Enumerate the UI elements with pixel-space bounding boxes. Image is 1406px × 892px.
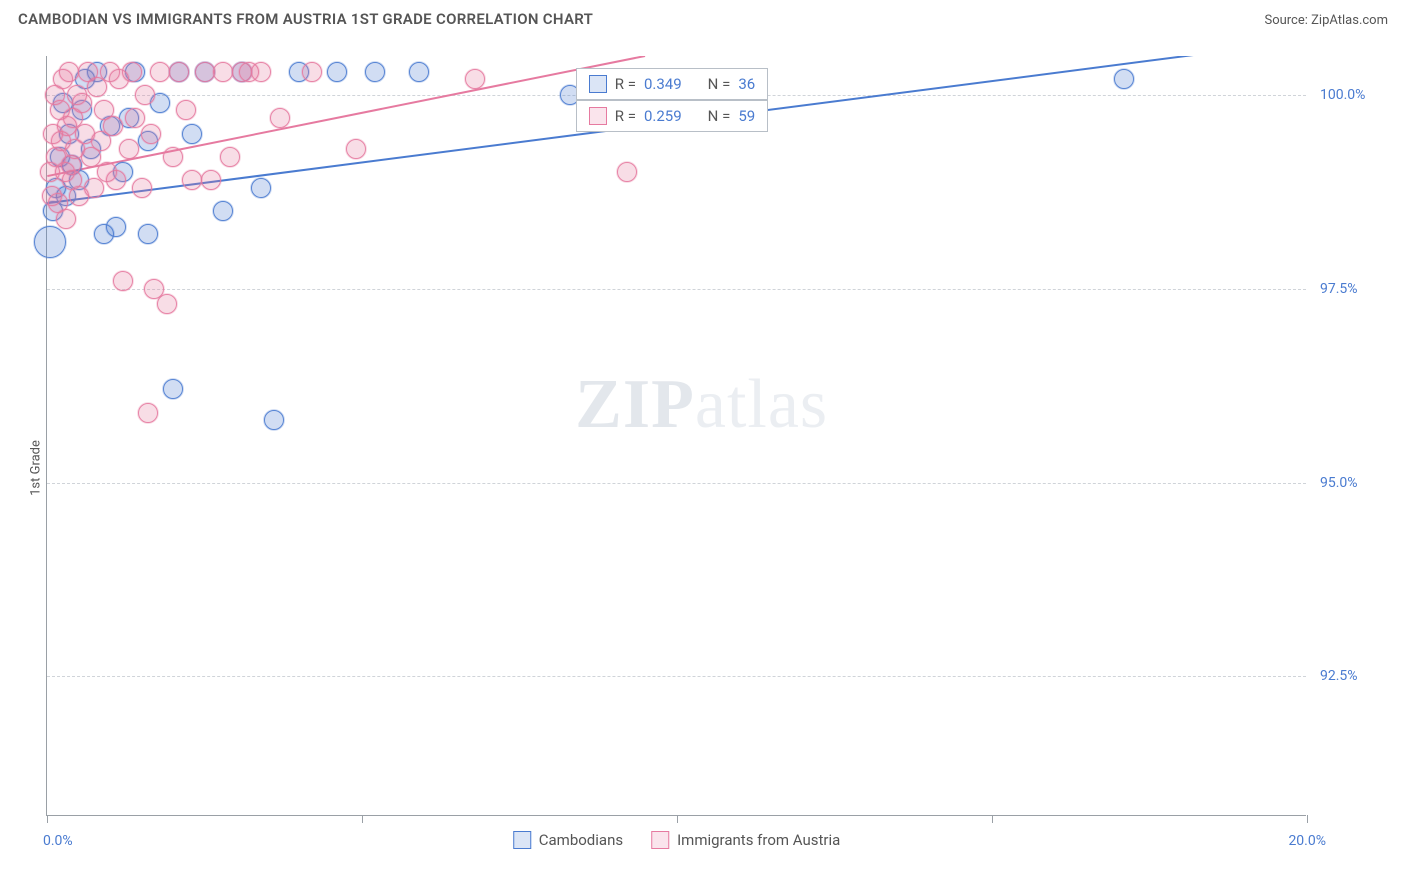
- data-point-ring: [302, 62, 322, 82]
- stat-box: R = 0.259 N = 59: [576, 100, 768, 132]
- data-point-ring: [465, 69, 485, 89]
- data-point-ring: [182, 124, 202, 144]
- data-point-ring: [1114, 69, 1134, 89]
- data-point-ring: [213, 201, 233, 221]
- legend-item: Cambodians: [513, 831, 623, 849]
- legend-item: Immigrants from Austria: [651, 831, 840, 849]
- data-point-ring: [119, 139, 139, 159]
- chart-container: 1st Grade ZIPatlas 100.0%97.5%95.0%92.5%…: [0, 44, 1406, 892]
- data-point-ring: [157, 294, 177, 314]
- stat-n-label: N =: [708, 75, 731, 93]
- data-point-ring: [251, 62, 271, 82]
- y-axis-label: 1st Grade: [28, 440, 43, 496]
- y-tick-label: 97.5%: [1320, 281, 1390, 297]
- data-point-ring: [163, 379, 183, 399]
- gridline: [47, 483, 1306, 484]
- data-point-ring: [220, 147, 240, 167]
- data-point-ring: [135, 85, 155, 105]
- data-point-ring: [195, 62, 215, 82]
- stat-box: R = 0.349 N = 36: [576, 68, 768, 100]
- data-point-ring: [617, 162, 637, 182]
- data-point-ring: [106, 217, 126, 237]
- data-point-ring: [163, 147, 183, 167]
- plot-area: ZIPatlas 100.0%97.5%95.0%92.5%0.0%20.0%R…: [46, 56, 1306, 816]
- data-point-ring: [113, 271, 133, 291]
- x-max-label: 20.0%: [1288, 833, 1326, 849]
- data-point-ring: [251, 178, 271, 198]
- data-point-ring: [176, 100, 196, 120]
- series-swatch: [589, 107, 607, 125]
- y-tick-label: 95.0%: [1320, 475, 1390, 491]
- series-swatch: [589, 75, 607, 93]
- data-point-ring: [169, 62, 189, 82]
- legend-swatch: [651, 831, 669, 849]
- legend-label: Immigrants from Austria: [677, 831, 840, 849]
- data-point-ring: [34, 226, 66, 258]
- x-tick: [992, 815, 993, 823]
- x-min-label: 0.0%: [43, 833, 73, 849]
- data-point-ring: [138, 224, 158, 244]
- chart-title: CAMBODIAN VS IMMIGRANTS FROM AUSTRIA 1ST…: [18, 10, 593, 28]
- gridline: [47, 289, 1306, 290]
- stat-n-label: N =: [708, 107, 731, 125]
- y-tick-label: 100.0%: [1320, 87, 1390, 103]
- x-tick: [47, 815, 48, 823]
- x-tick: [362, 815, 363, 823]
- x-tick: [677, 815, 678, 823]
- legend: Cambodians Immigrants from Austria: [513, 831, 841, 849]
- data-point-ring: [327, 62, 347, 82]
- header: CAMBODIAN VS IMMIGRANTS FROM AUSTRIA 1ST…: [0, 0, 1406, 36]
- data-point-ring: [132, 178, 152, 198]
- data-point-ring: [365, 62, 385, 82]
- watermark: ZIPatlas: [575, 365, 828, 445]
- data-point-ring: [409, 62, 429, 82]
- trend-lines: [47, 56, 1306, 815]
- data-point-ring: [213, 62, 233, 82]
- data-point-ring: [103, 116, 123, 136]
- x-tick: [1307, 815, 1308, 823]
- stat-n-value: 59: [738, 107, 755, 125]
- data-point-ring: [346, 139, 366, 159]
- data-point-ring: [138, 403, 158, 423]
- data-point-ring: [59, 62, 79, 82]
- data-point-ring: [122, 62, 142, 82]
- data-point-ring: [270, 108, 290, 128]
- legend-swatch: [513, 831, 531, 849]
- data-point-ring: [72, 93, 92, 113]
- data-point-ring: [264, 410, 284, 430]
- data-point-ring: [106, 170, 126, 190]
- source-label: Source: ZipAtlas.com: [1264, 13, 1388, 28]
- data-point-ring: [141, 124, 161, 144]
- data-point-ring: [201, 170, 221, 190]
- gridline: [47, 676, 1306, 677]
- data-point-ring: [56, 209, 76, 229]
- stat-n-value: 36: [738, 75, 755, 93]
- stat-r-label: R =: [615, 107, 636, 125]
- stat-r-label: R =: [615, 75, 636, 93]
- y-tick-label: 92.5%: [1320, 668, 1390, 684]
- data-point-ring: [150, 62, 170, 82]
- data-point-ring: [182, 170, 202, 190]
- stat-r-value: 0.349: [644, 75, 682, 93]
- legend-label: Cambodians: [539, 831, 623, 849]
- stat-r-value: 0.259: [644, 107, 682, 125]
- data-point-ring: [125, 108, 145, 128]
